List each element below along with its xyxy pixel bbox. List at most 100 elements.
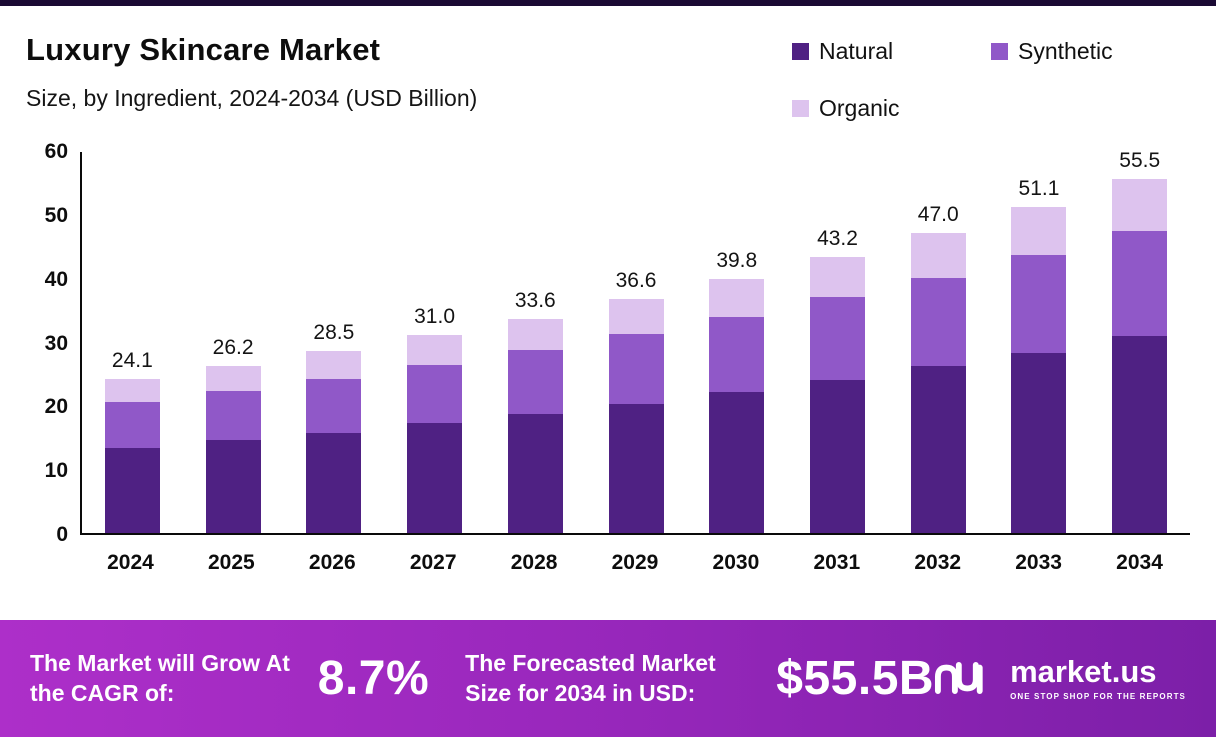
stacked-bar bbox=[810, 257, 865, 533]
stacked-bar bbox=[709, 278, 765, 533]
bar-segment-synthetic bbox=[1112, 231, 1168, 337]
footer-banner: The Market will Grow At the CAGR of: 8.7… bbox=[0, 620, 1216, 737]
bar-segment-natural bbox=[608, 404, 664, 533]
bar-segment-organic bbox=[608, 299, 664, 334]
forecast-value: $55.5B bbox=[776, 652, 935, 705]
brand-logo: market.us ONE STOP SHOP FOR THE REPORTS bbox=[934, 656, 1186, 701]
bar-column-2024: 24.1 bbox=[82, 152, 183, 533]
x-axis-label: 2032 bbox=[914, 551, 962, 574]
brand-name: market.us bbox=[1010, 654, 1157, 690]
legend-item-natural: Natural bbox=[792, 38, 991, 65]
y-axis-tick: 20 bbox=[44, 395, 68, 419]
bar-segment-synthetic bbox=[306, 378, 362, 433]
bar-segment-synthetic bbox=[407, 364, 463, 424]
bar-column-2027: 31.0 bbox=[384, 152, 485, 533]
bar-segment-organic bbox=[709, 278, 765, 317]
bar-column-2029: 36.6 bbox=[586, 152, 687, 533]
bar-column-2032: 47.0 bbox=[888, 152, 989, 533]
bar-column-2030: 39.8 bbox=[686, 152, 787, 533]
x-axis-label: 2026 bbox=[308, 551, 356, 574]
bar-segment-organic bbox=[507, 318, 563, 350]
legend-label: Synthetic bbox=[1018, 38, 1113, 64]
y-axis-tick: 50 bbox=[44, 203, 68, 227]
bar-segment-synthetic bbox=[507, 349, 563, 414]
bar-segment-natural bbox=[709, 391, 765, 533]
bar-segment-natural bbox=[1011, 353, 1067, 533]
legend-item-organic: Organic bbox=[792, 95, 991, 122]
legend-label: Organic bbox=[819, 95, 900, 121]
chart-header: Luxury Skincare Market Size, by Ingredie… bbox=[26, 32, 1190, 124]
bar-column-2034: 55.5 bbox=[1089, 149, 1190, 533]
bar-segment-organic bbox=[407, 335, 463, 365]
plot-column: 24.1 26.2 28.5 31.0 33.6 36.6 39.8 43.2 47.0 51.1… bbox=[80, 149, 1190, 575]
bar-column-2025: 26.2 bbox=[183, 152, 284, 533]
bar-segment-organic bbox=[1011, 206, 1067, 255]
bar-total-label: 51.1 bbox=[1018, 176, 1060, 200]
chart-subtitle: Size, by Ingredient, 2024-2034 (USD Bill… bbox=[26, 85, 478, 111]
stacked-bar bbox=[306, 351, 362, 533]
bar-total-label: 28.5 bbox=[313, 321, 355, 345]
stacked-bar bbox=[104, 379, 160, 533]
stacked-bar bbox=[205, 365, 261, 533]
cagr-label: The Market will Grow At the CAGR of: bbox=[30, 649, 290, 706]
bar-segment-synthetic bbox=[810, 297, 865, 381]
bar-total-label: 26.2 bbox=[212, 335, 254, 359]
bar-column-2031: 43.2 bbox=[787, 152, 888, 533]
x-axis-label: 2033 bbox=[1015, 551, 1062, 574]
stacked-bar bbox=[1011, 206, 1067, 533]
bar-total-label: 43.2 bbox=[817, 227, 858, 251]
bar-segment-synthetic bbox=[608, 333, 664, 405]
chart-title: Luxury Skincare Market bbox=[26, 32, 381, 67]
x-axis-label: 2029 bbox=[611, 551, 659, 574]
bar-segment-synthetic bbox=[104, 402, 160, 449]
bar-segment-organic bbox=[205, 365, 261, 391]
stacked-bar bbox=[608, 299, 664, 533]
y-axis-tick: 0 bbox=[56, 523, 68, 546]
marketus-logo-icon bbox=[935, 662, 983, 695]
bar-segment-natural bbox=[104, 448, 160, 533]
bar-total-label: 33.6 bbox=[514, 288, 556, 312]
bar-total-label: 39.8 bbox=[716, 248, 758, 272]
stacked-bar bbox=[507, 318, 563, 533]
y-axis-tick: 30 bbox=[44, 331, 68, 355]
bar-segment-organic bbox=[306, 351, 362, 379]
bar-segment-organic bbox=[1112, 178, 1168, 232]
y-axis-tick: 40 bbox=[44, 267, 68, 291]
x-axis-label: 2025 bbox=[208, 551, 255, 574]
y-axis: 0 10 20 30 40 50 60 bbox=[26, 141, 80, 545]
stacked-bar bbox=[910, 233, 966, 533]
bar-segment-natural bbox=[810, 380, 865, 533]
brand-tagline: ONE STOP SHOP FOR THE REPORTS bbox=[1010, 691, 1186, 701]
legend-swatch-natural bbox=[792, 43, 809, 60]
bar-total-label: 24.1 bbox=[111, 349, 153, 373]
chart-titles: Luxury Skincare Market Size, by Ingredie… bbox=[26, 32, 477, 112]
stacked-bar bbox=[1112, 178, 1168, 533]
bar-segment-natural bbox=[507, 413, 563, 533]
x-axis: 2024 2025 2026 2027 2028 2029 2030 2031 2032 2033… bbox=[80, 535, 1190, 575]
x-axis-label: 2027 bbox=[409, 551, 457, 574]
y-axis-tick: 10 bbox=[44, 459, 68, 483]
y-axis-tick: 60 bbox=[44, 140, 68, 163]
bar-segment-synthetic bbox=[205, 390, 261, 441]
legend-swatch-organic bbox=[792, 100, 809, 117]
legend-item-synthetic: Synthetic bbox=[991, 38, 1190, 65]
x-axis-label: 2030 bbox=[712, 551, 760, 574]
stacked-bar bbox=[407, 335, 463, 533]
legend: Natural Synthetic Organic bbox=[792, 32, 1190, 122]
bars-plot: 24.1 26.2 28.5 31.0 33.6 36.6 39.8 43.2 47.0 51.1… bbox=[80, 149, 1190, 535]
x-axis-label: 2024 bbox=[107, 551, 154, 574]
bar-total-label: 31.0 bbox=[414, 305, 455, 329]
brand-text: market.us ONE STOP SHOP FOR THE REPORTS bbox=[1010, 656, 1186, 701]
bar-segment-organic bbox=[910, 233, 966, 278]
chart-card: Luxury Skincare Market Size, by Ingredie… bbox=[0, 6, 1216, 620]
forecast-label: The Forecasted Market Size for 2034 in U… bbox=[465, 649, 716, 706]
bar-segment-natural bbox=[910, 366, 966, 533]
bar-column-2026: 28.5 bbox=[283, 152, 384, 533]
bar-segment-natural bbox=[306, 432, 362, 533]
x-axis-label: 2028 bbox=[510, 551, 558, 574]
x-axis-label: 2031 bbox=[813, 551, 861, 574]
bar-column-2033: 51.1 bbox=[989, 152, 1090, 533]
bar-total-label: 47.0 bbox=[917, 203, 959, 227]
x-axis-label: 2034 bbox=[1116, 551, 1163, 574]
